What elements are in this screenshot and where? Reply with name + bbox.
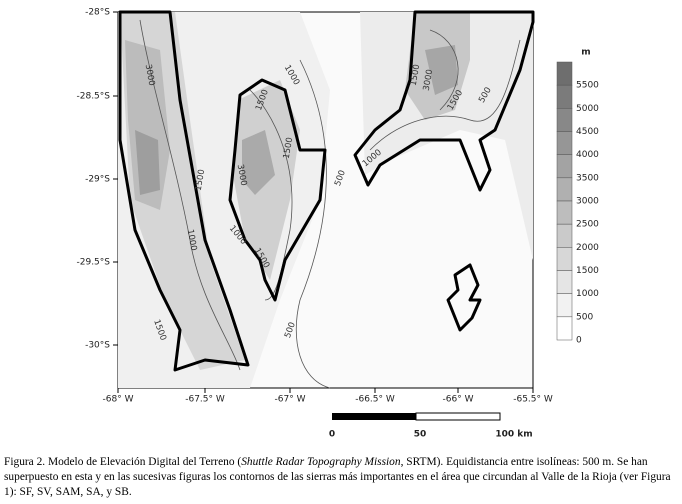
legend-swatch — [556, 154, 573, 179]
range-outlines — [118, 10, 535, 372]
legend-label: 4500 — [576, 127, 599, 137]
legend-label: 2000 — [576, 243, 599, 253]
scale-label: 50 — [414, 430, 427, 440]
legend-label: 0 — [576, 336, 582, 346]
scale-segment — [332, 413, 416, 420]
caption-italic: Shuttle Radar Topography Mission — [241, 456, 401, 468]
lon-label: -67° W — [275, 395, 306, 405]
legend-unit: m — [581, 48, 590, 58]
contour-label: 1500 — [282, 137, 296, 160]
contour-label: 1000 — [185, 229, 199, 252]
legend-swatch — [556, 200, 573, 225]
contour-label: 3000 — [235, 164, 249, 187]
legend-swatch — [556, 293, 573, 318]
contour-label: 3000 — [143, 64, 157, 87]
legend-label: 500 — [576, 312, 593, 322]
legend-swatch — [556, 108, 573, 132]
legend-label: 5500 — [576, 81, 599, 91]
lon-label: -68° W — [103, 395, 134, 405]
lon-label: -67.5° W — [185, 395, 225, 405]
caption-text: Figura 2. Modelo de Elevación Digital de… — [4, 456, 242, 468]
legend-label: 3500 — [576, 173, 599, 183]
legend-swatch — [556, 247, 573, 271]
legend-swatch — [556, 223, 573, 248]
legend-label: 2500 — [576, 220, 599, 230]
lat-label: -30°S — [85, 341, 110, 351]
legend-label: 1500 — [576, 266, 599, 276]
legend-swatch — [556, 316, 573, 341]
legend-swatch — [556, 61, 573, 86]
legend-label: 3000 — [576, 197, 599, 207]
contour-label: 3000 — [422, 69, 436, 92]
lat-label: -28°S — [85, 8, 110, 18]
caption-text: , SRTM). Equidistancia entre isolíneas: … — [4, 456, 671, 498]
scale-label: 100 km — [495, 430, 532, 440]
legend-label: 4000 — [576, 150, 599, 160]
scale-label: 0 — [329, 430, 335, 440]
caption: Figura 2. Modelo de Elevación Digital de… — [4, 455, 676, 500]
lat-label: -28.5°S — [77, 92, 111, 102]
legend-swatch — [556, 270, 573, 294]
lon-label: -65.5° W — [513, 395, 553, 405]
legend-swatch — [556, 84, 573, 109]
legend-swatch — [556, 177, 573, 202]
contour-label: 1500 — [194, 169, 208, 192]
lon-label: -66.5° W — [355, 395, 395, 405]
lat-label: -29.5°S — [77, 258, 111, 268]
lon-label: -66° W — [443, 395, 474, 405]
legend-swatch — [556, 131, 573, 155]
contour-label: 1500 — [409, 64, 423, 87]
legend-label: 1000 — [576, 289, 599, 299]
legend-label: 5000 — [576, 104, 599, 114]
lat-label: -29°S — [85, 175, 110, 185]
contours — [139, 19, 521, 389]
scale-segment — [415, 412, 501, 421]
